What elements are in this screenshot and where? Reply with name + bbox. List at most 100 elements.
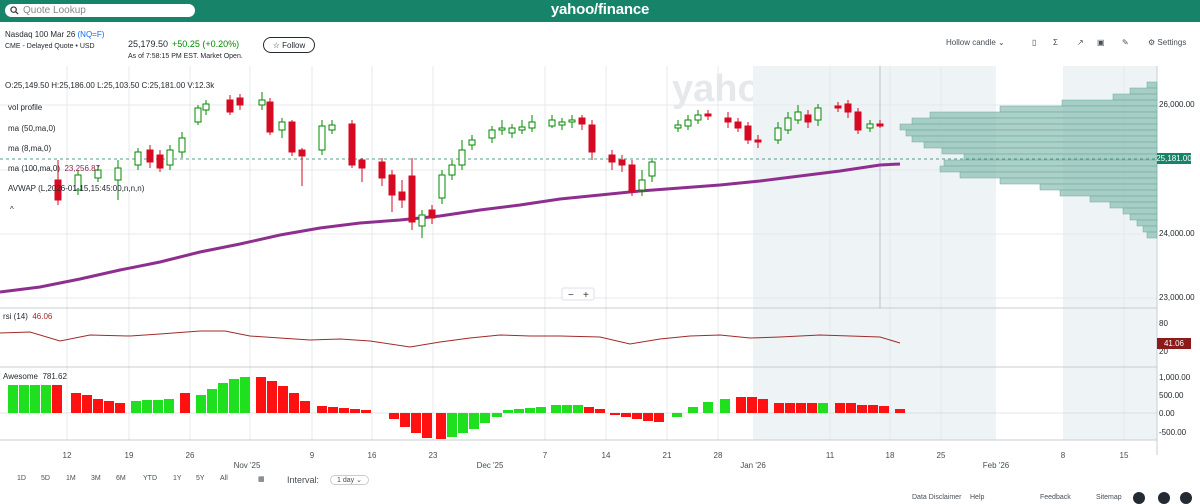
volume-profile: [899, 81, 1158, 239]
candle-body: [844, 103, 852, 113]
awesome-legend[interactable]: Awesome 781.62: [3, 372, 67, 381]
vol-profile-legend[interactable]: vol profile: [8, 103, 43, 112]
awesome-bar: [436, 413, 446, 439]
x-axis-label: 28: [713, 451, 723, 460]
price-chart[interactable]: yahoo/finance: [0, 66, 1200, 461]
x-axis-month: Nov '25: [233, 461, 261, 470]
zoom-out-button[interactable]: −: [568, 290, 574, 301]
ma50-legend[interactable]: ma (50,ma,0): [8, 124, 56, 133]
range-1m-button[interactable]: 1M: [66, 475, 76, 482]
comparison-icon[interactable]: ↗: [1077, 38, 1084, 47]
rsi-legend[interactable]: rsi (14) 46.06: [3, 312, 53, 321]
awesome-bar: [41, 385, 51, 413]
candle-body: [518, 126, 526, 131]
chart-type-select[interactable]: Hollow candle ⌄: [946, 38, 1005, 47]
awesome-bar: [584, 407, 594, 413]
ma8-legend[interactable]: ma (8,ma,0): [8, 144, 52, 153]
candle-body: [458, 149, 466, 166]
awesome-bar: [52, 385, 62, 413]
social-icon[interactable]: [1133, 492, 1145, 504]
follow-button[interactable]: ☆ Follow: [263, 37, 315, 53]
range-5y-button[interactable]: 5Y: [196, 475, 205, 482]
range-6m-button[interactable]: 6M: [116, 475, 126, 482]
awesome-bar: [339, 408, 349, 413]
social-icon[interactable]: [1180, 492, 1192, 504]
range-5d-button[interactable]: 5D: [41, 475, 50, 482]
candle-body: [674, 124, 682, 129]
top-bar: Quote Lookup yahoo/finance: [0, 0, 1200, 22]
calendar-icon[interactable]: ▦: [258, 476, 265, 483]
quote-timestamp: As of 7:58:15 PM EST. Market Open.: [128, 53, 243, 60]
awesome-bar: [207, 389, 217, 413]
footer-link[interactable]: Sitemap: [1096, 494, 1122, 501]
footer-link[interactable]: Feedback: [1040, 494, 1071, 501]
zoom-control[interactable]: [561, 287, 595, 301]
candle-body: [694, 114, 702, 121]
social-icon[interactable]: [1158, 492, 1170, 504]
awesome-bar: [562, 405, 572, 413]
candle-body: [528, 121, 536, 129]
awesome-bar: [361, 410, 371, 413]
x-axis-month: Jan '26: [740, 461, 766, 470]
candle-body: [318, 125, 326, 151]
awesome-bar: [458, 413, 468, 433]
footer-link[interactable]: Help: [970, 494, 985, 501]
awesome-bar: [736, 397, 746, 413]
awesome-bar: [807, 403, 817, 413]
rsi-level-label: 80: [1159, 319, 1168, 328]
candle-body: [588, 124, 596, 153]
zoom-in-button[interactable]: +: [583, 290, 589, 301]
x-axis-label: 15: [1119, 451, 1129, 460]
candle-body: [628, 164, 636, 193]
x-axis-month: Dec '25: [476, 461, 504, 470]
candle-body: [194, 107, 202, 123]
awesome-bar: [536, 407, 546, 413]
avwap-legend[interactable]: AVWAP (L,2026-01-15,15:45:00,n,n,n): [8, 184, 145, 193]
awesome-bar: [758, 399, 768, 413]
candle-body: [774, 127, 782, 141]
awesome-bar: [846, 403, 856, 413]
awesome-bar: [422, 413, 432, 438]
x-axis-label: 12: [62, 451, 72, 460]
awesome-bar: [688, 407, 698, 413]
y-axis-label: 24,000.00: [1159, 229, 1195, 238]
candle-body: [704, 113, 712, 117]
indicators-icon[interactable]: ▯: [1032, 38, 1037, 47]
awesome-bar: [30, 385, 40, 413]
draw-icon[interactable]: ✎: [1122, 38, 1129, 47]
candle-body: [202, 103, 210, 111]
settings-button[interactable]: ⚙ Settings: [1148, 38, 1187, 47]
awesome-bar: [131, 401, 141, 413]
awesome-bar: [835, 403, 845, 413]
candle-body: [684, 119, 692, 127]
x-axis-month: Feb '26: [982, 461, 1010, 470]
candle-body: [134, 151, 142, 166]
x-axis-label: 16: [367, 451, 377, 460]
awesome-bar: [503, 410, 513, 413]
candle-body: [784, 117, 792, 131]
range-3m-button[interactable]: 3M: [91, 475, 101, 482]
footer-link[interactable]: Data Disclaimer: [912, 494, 962, 501]
range-1y-button[interactable]: 1Y: [173, 475, 182, 482]
search-input[interactable]: Quote Lookup: [23, 5, 86, 16]
rsi-line: [0, 330, 901, 348]
rsi-tag: 41.06: [1157, 338, 1191, 349]
candle-body: [568, 119, 576, 123]
events-icon[interactable]: ▣: [1097, 38, 1105, 47]
range-ytd-button[interactable]: YTD: [143, 475, 157, 482]
candle-body: [258, 99, 266, 106]
quote-lookup-search[interactable]: Quote Lookup: [5, 4, 195, 17]
interval-select[interactable]: 1 day ⌄: [330, 475, 369, 485]
range-1d-button[interactable]: 1D: [17, 475, 26, 482]
range-all-button[interactable]: All: [220, 475, 228, 482]
quote-exchange: CME - Delayed Quote • USD: [5, 43, 95, 50]
ma100-legend[interactable]: ma (100,ma,0) 23,256.87: [8, 164, 101, 173]
candle-body: [348, 123, 356, 166]
collapse-legend-icon[interactable]: ^: [10, 205, 14, 214]
awesome-bar: [328, 407, 338, 413]
candle-body: [266, 101, 274, 133]
awesome-bar: [632, 413, 642, 419]
awesome-bar: [256, 377, 266, 413]
sigma-icon[interactable]: Σ: [1053, 38, 1058, 47]
candle-body: [854, 111, 862, 131]
